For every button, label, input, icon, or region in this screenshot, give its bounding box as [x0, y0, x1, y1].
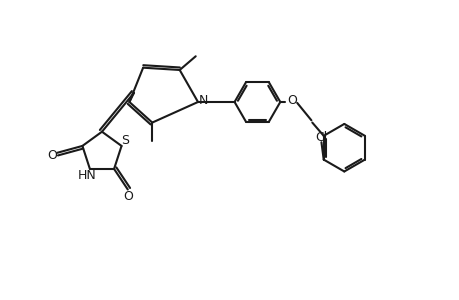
Text: Cl: Cl — [314, 131, 327, 144]
Text: N: N — [198, 94, 208, 107]
Text: S: S — [120, 134, 129, 147]
Text: O: O — [47, 148, 56, 162]
Text: O: O — [123, 190, 133, 203]
Text: O: O — [286, 94, 296, 107]
Text: HN: HN — [78, 169, 97, 182]
